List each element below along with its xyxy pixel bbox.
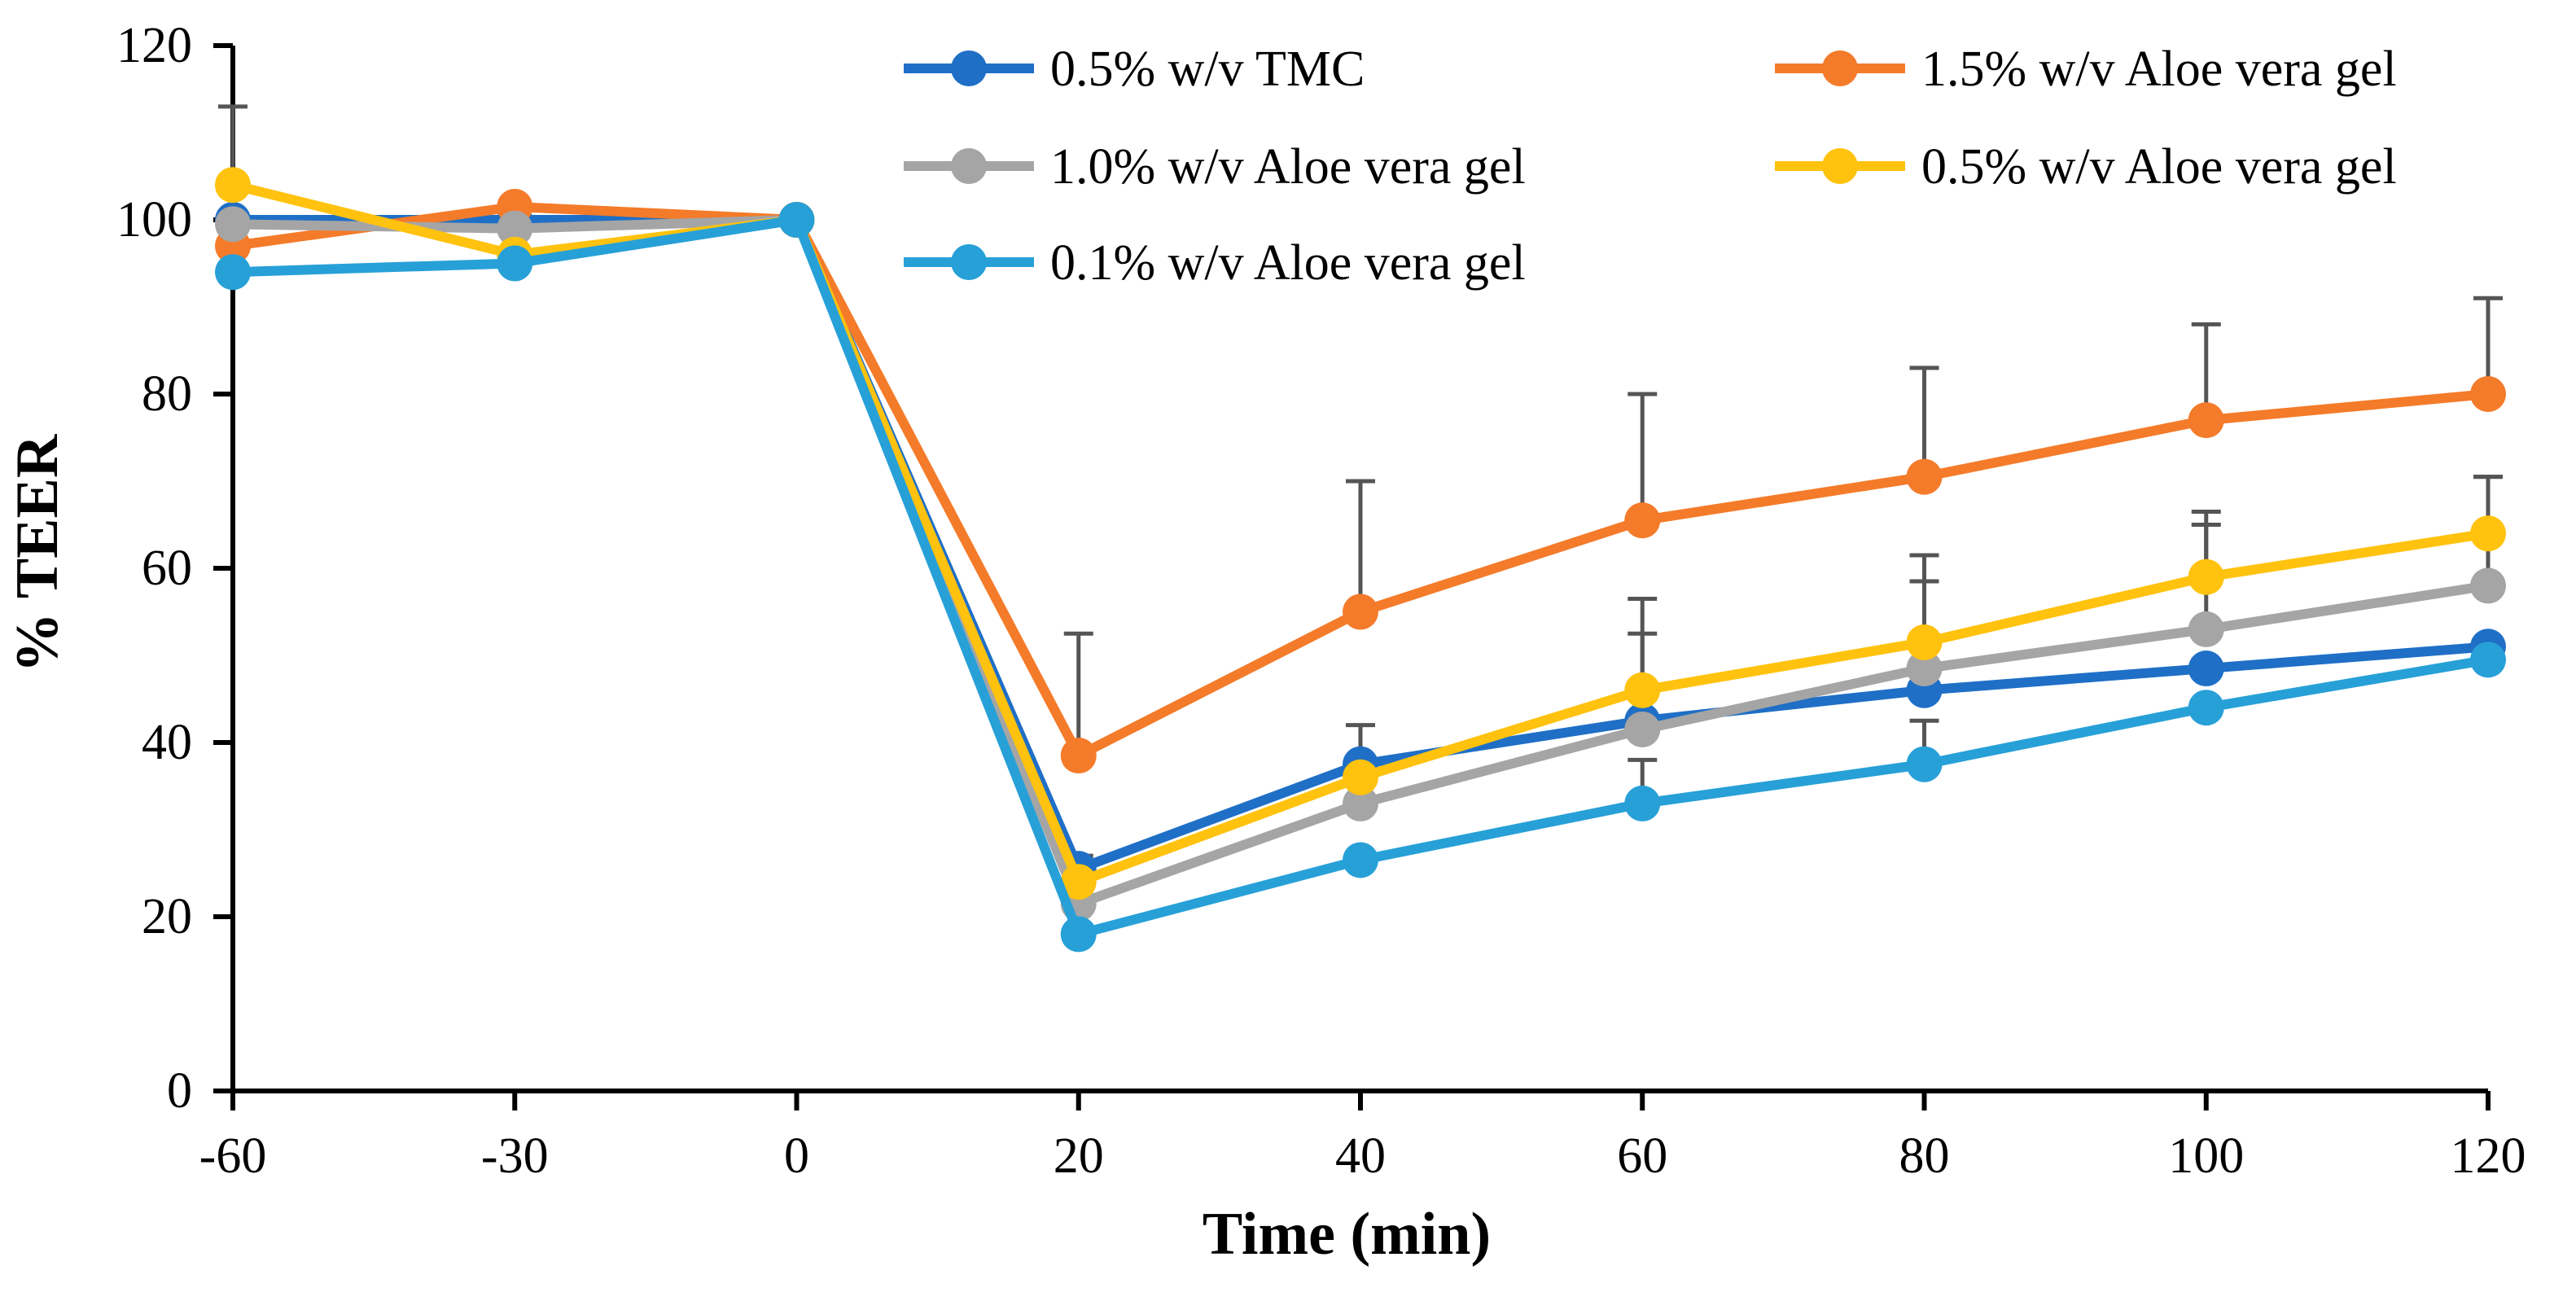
data-point [2188,402,2224,439]
error-bars [218,104,2503,870]
y-tick-label: 80 [142,366,192,422]
data-point [2470,567,2506,604]
y-tick-label: 120 [116,18,192,73]
data-point [1343,842,1378,878]
y-tick-label: 100 [116,192,192,247]
data-point [1624,502,1661,539]
x-tick-label: 100 [2168,1128,2244,1184]
data-point [2188,559,2224,595]
x-ticks: -60 -30 0 20 40 60 80 100 120 [199,1091,2526,1184]
x-tick-label: 0 [784,1128,809,1184]
legend-item: 1.5% w/v Aloe vera gel [1775,42,2397,97]
data-point [778,202,815,238]
data-point [1343,594,1378,630]
data-point [215,206,251,243]
y-tick-label: 60 [142,541,192,596]
data-point [2188,650,2224,687]
data-point [1906,458,1943,495]
legend-label: 0.5% w/v Aloe vera gel [1921,139,2397,195]
data-point [2470,642,2506,678]
data-point [1060,738,1097,774]
series-4 [215,167,2506,900]
legend-item: 0.5% w/v Aloe vera gel [1775,139,2397,195]
data-point [1624,672,1661,708]
legend-item: 1.0% w/v Aloe vera gel [904,139,1526,195]
legend-swatch-marker [951,50,987,86]
x-tick-label: 60 [1617,1128,1667,1184]
legend-label: 1.5% w/v Aloe vera gel [1921,42,2397,97]
x-tick-label: -60 [199,1128,267,1184]
legend-item: 0.1% w/v Aloe vera gel [904,235,1526,291]
data-point [215,254,251,291]
data-point [497,245,533,282]
data-point [2188,690,2224,726]
data-point [1624,711,1661,747]
y-tick-label: 40 [142,715,192,770]
legend-swatch-marker [1822,50,1858,86]
x-tick-label: 120 [2451,1128,2526,1184]
data-point [1343,785,1378,821]
series-3 [215,202,2506,922]
legend-label: 1.0% w/v Aloe vera gel [1050,139,1526,195]
legend: 0.5% w/v TMC 1.5% w/v Aloe vera gel 1.0% w… [904,42,2397,291]
data-point [1906,746,1943,782]
legend-label: 0.5% w/v TMC [1050,42,1365,97]
x-tick-label: -30 [481,1128,549,1184]
data-point [1060,916,1097,953]
data-point [1906,624,1943,660]
data-point [1624,785,1661,821]
data-point [2470,376,2506,412]
x-tick-label: 20 [1054,1128,1104,1184]
y-axis-title: % TEER [4,433,71,672]
x-axis-title: Time (min) [1203,1201,1491,1268]
series-layer [215,167,2506,953]
series-5 [215,202,2506,953]
data-point [2470,515,2506,552]
data-point [497,210,533,247]
x-tick-label: 40 [1335,1128,1386,1184]
data-point [1060,864,1097,900]
legend-swatch-marker [951,148,987,184]
legend-swatch-marker [1822,148,1858,184]
data-point [1906,650,1943,687]
legend-item: 0.5% w/v TMC [904,42,1365,97]
x-tick-label: 80 [1899,1128,1950,1184]
legend-swatch-marker [951,244,987,280]
legend-label: 0.1% w/v Aloe vera gel [1050,235,1526,291]
data-point [215,167,251,204]
y-tick-label: 0 [167,1063,192,1119]
y-tick-label: 20 [142,889,192,944]
data-point [2188,611,2224,647]
data-point [1343,759,1378,795]
